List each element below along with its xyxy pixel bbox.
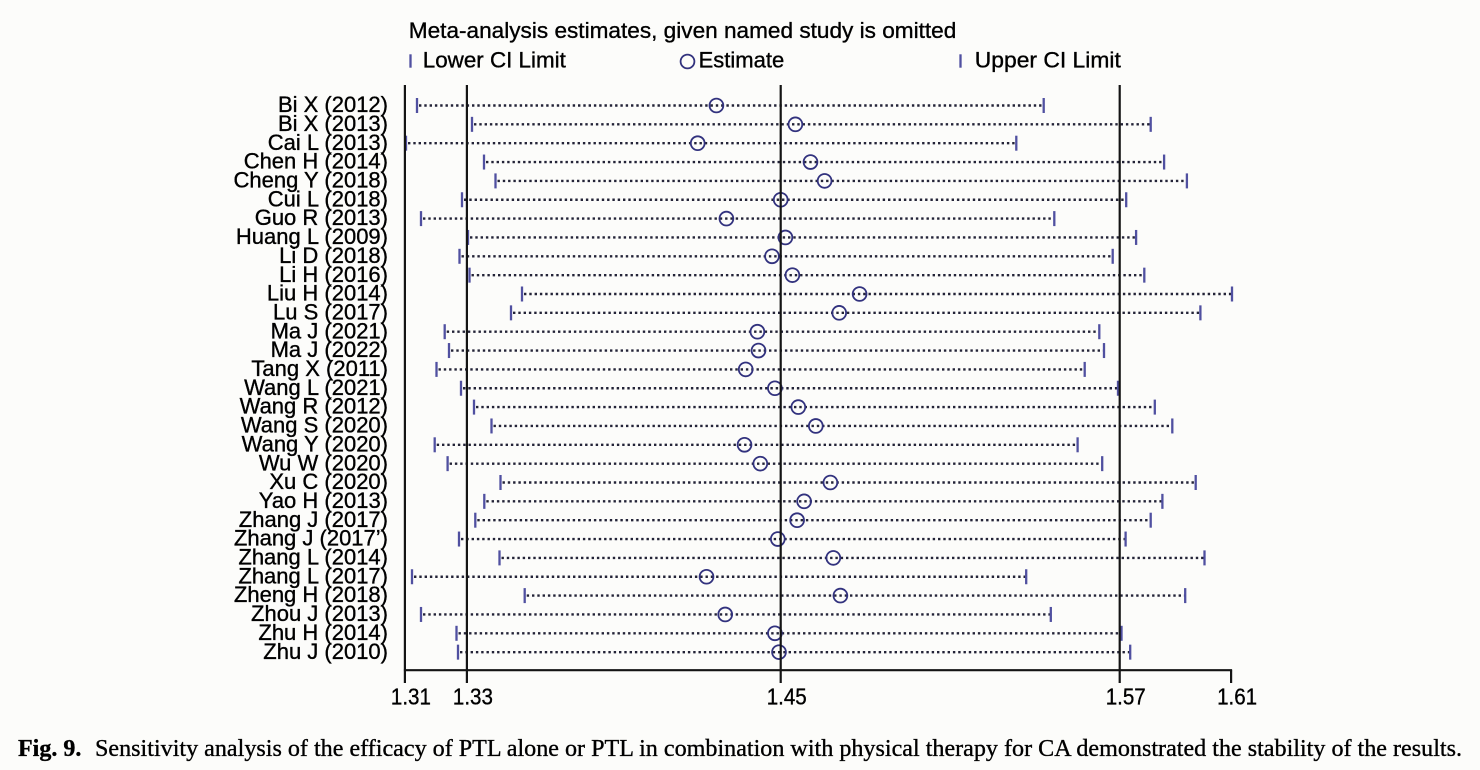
svg-text:Zhang L (2017): Zhang L (2017) (238, 563, 388, 588)
svg-text:Li H (2016): Li H (2016) (279, 262, 388, 287)
svg-text:Zhang J (2017): Zhang J (2017) (239, 507, 388, 532)
svg-text:Tang X (2011): Tang X (2011) (251, 356, 388, 381)
svg-text:Zhou J (2013): Zhou J (2013) (251, 601, 388, 626)
svg-text:Lower CI Limit: Lower CI Limit (423, 48, 566, 73)
svg-text:Zhu H (2014): Zhu H (2014) (258, 620, 388, 645)
svg-text:Huang L (2009): Huang L (2009) (236, 224, 388, 249)
svg-text:Fig. 9.: Fig. 9. (18, 736, 81, 762)
svg-text:Yao H (2013): Yao H (2013) (259, 488, 388, 513)
svg-text:Zhang J (2017’): Zhang J (2017’) (234, 526, 388, 551)
svg-text:Guo R (2013): Guo R (2013) (255, 205, 388, 230)
svg-text:Li D (2018): Li D (2018) (279, 243, 388, 268)
svg-text:Bi X (2013): Bi X (2013) (278, 111, 388, 136)
svg-text:Cui L (2018): Cui L (2018) (268, 186, 388, 211)
svg-text:Zheng H (2018): Zheng H (2018) (234, 582, 388, 607)
svg-text:Cheng Y (2018): Cheng Y (2018) (233, 168, 388, 193)
svg-text:Cai L (2013): Cai L (2013) (268, 130, 388, 155)
svg-text:Wu W (2020): Wu W (2020) (259, 450, 388, 475)
svg-text:Xu C (2020): Xu C (2020) (269, 469, 388, 494)
svg-text:Lu S (2017): Lu S (2017) (273, 299, 388, 324)
svg-text:Sensitivity analysis of the ef: Sensitivity analysis of the efficacy of … (95, 736, 1462, 762)
svg-text:1.31: 1.31 (391, 684, 431, 710)
svg-text:Wang L (2021): Wang L (2021) (244, 375, 388, 400)
svg-text:Ma J (2022): Ma J (2022) (271, 337, 388, 362)
svg-text:Chen H (2014): Chen H (2014) (244, 149, 388, 174)
svg-text:Zhang L (2014): Zhang L (2014) (238, 545, 388, 570)
svg-text:Estimate: Estimate (699, 48, 785, 73)
svg-text:1.61: 1.61 (1217, 684, 1257, 710)
svg-text:Zhu J (2010): Zhu J (2010) (263, 639, 388, 664)
svg-text:1.33: 1.33 (453, 684, 493, 710)
svg-text:1.45: 1.45 (767, 684, 807, 710)
svg-text:Ma J (2021): Ma J (2021) (271, 318, 388, 343)
svg-text:Upper CI Limit: Upper CI Limit (975, 48, 1121, 73)
svg-text:Wang Y (2020): Wang Y (2020) (242, 431, 388, 456)
svg-text:Meta-analysis estimates, given: Meta-analysis estimates, given named stu… (409, 18, 957, 43)
svg-text:Liu H (2014): Liu H (2014) (267, 281, 388, 306)
svg-text:1.57: 1.57 (1106, 684, 1146, 710)
svg-text:Wang S (2020): Wang S (2020) (241, 413, 388, 438)
svg-text:Bi X (2012): Bi X (2012) (278, 92, 388, 117)
svg-text:Wang R (2012): Wang R (2012) (240, 394, 388, 419)
